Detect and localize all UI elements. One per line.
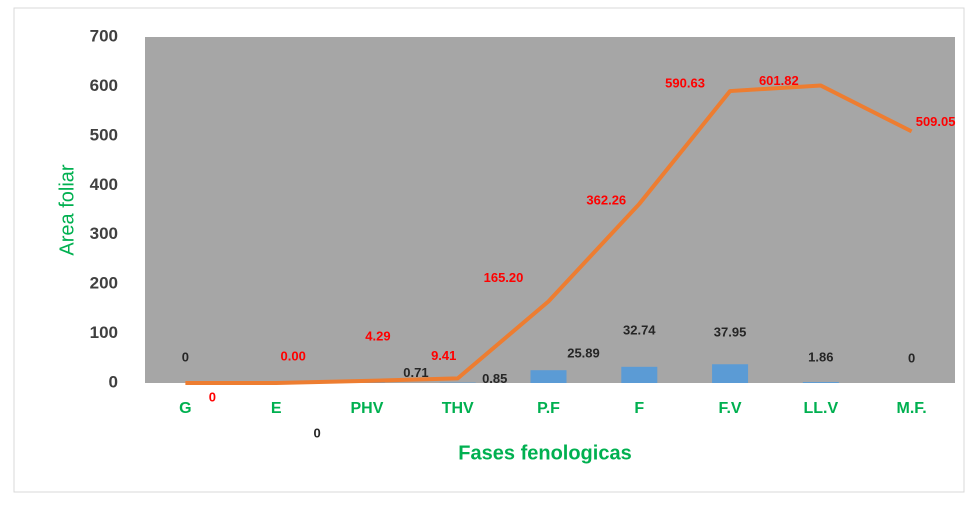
y-tick-label: 600: [90, 76, 118, 95]
data-label: 0: [209, 389, 216, 404]
plot-area: [145, 37, 955, 383]
x-tick-label: F.V: [718, 400, 741, 417]
x-tick-label: THV: [442, 400, 474, 417]
data-label: 1.86: [808, 350, 833, 365]
x-tick-label: PHV: [350, 400, 383, 417]
y-tick-label: 400: [90, 175, 118, 194]
x-tick-label: E: [271, 400, 282, 417]
data-label: 601.82: [759, 73, 799, 88]
data-label: 0.00: [281, 348, 306, 363]
data-label: 4.29: [365, 328, 390, 343]
y-tick-label: 700: [90, 26, 118, 45]
data-label: 0: [182, 349, 189, 364]
data-label: 165.20: [484, 270, 524, 285]
bar: [803, 382, 839, 383]
y-tick-label: 500: [90, 125, 118, 144]
data-label: 362.26: [586, 192, 626, 207]
x-tick-label: G: [179, 400, 191, 417]
bar: [712, 364, 748, 383]
bar: [621, 367, 657, 383]
data-label: 509.05: [916, 114, 956, 129]
data-label: 0: [314, 425, 321, 440]
data-label: 0: [908, 350, 915, 365]
y-tick-label: 200: [90, 274, 118, 293]
data-label: 590.63: [665, 75, 705, 90]
y-axis-label: Area foliar: [56, 164, 78, 255]
y-tick-label: 300: [90, 224, 118, 243]
data-label: 32.74: [623, 322, 656, 337]
data-label: 9.41: [431, 348, 456, 363]
bar: [531, 370, 567, 383]
x-tick-label: F: [634, 400, 644, 417]
x-axis-label: Fases fenologicas: [458, 442, 631, 464]
y-tick-label: 100: [90, 323, 118, 342]
x-tick-label: LL.V: [803, 400, 838, 417]
y-tick-label: 0: [109, 372, 118, 391]
data-label: 37.95: [714, 325, 747, 340]
data-label: 25.89: [567, 346, 600, 361]
data-label: 0.85: [482, 371, 507, 386]
x-tick-label: P.F: [537, 400, 560, 417]
x-tick-label: M.F.: [897, 400, 927, 417]
